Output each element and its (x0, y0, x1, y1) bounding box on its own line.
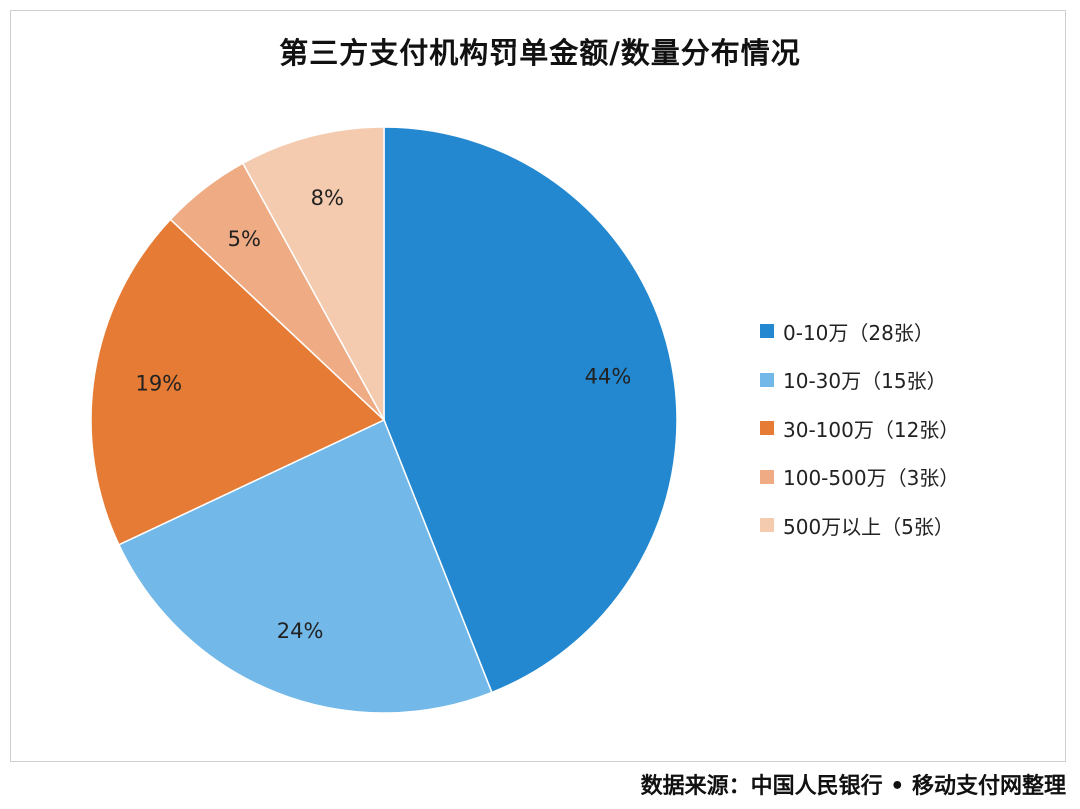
legend-item-5: 500万以上（5张） (760, 501, 959, 550)
legend-swatch (760, 421, 774, 436)
legend-label: 10-30万（15张） (783, 369, 947, 394)
legend-label: 0-10万（28张） (783, 320, 934, 345)
legend: 0-10万（28张） 10-30万（15张） 30-100万（12张） 100-500… (760, 307, 959, 550)
pie-slice-2 (117, 418, 493, 714)
legend-swatch (760, 518, 774, 533)
legend-label: 500万以上（5张） (783, 514, 954, 539)
legend-swatch (760, 469, 774, 484)
pie-slice-3 (90, 218, 386, 546)
slice-label-1: 44% (585, 364, 632, 388)
slice-label-4: 5% (228, 227, 261, 251)
legend-item-3: 30-100万（12张） (760, 404, 959, 453)
legend-label: 100-500万（3张） (783, 466, 960, 491)
source-note: 数据来源：中国人民银行 • 移动支付网整理 (640, 774, 1066, 799)
pie-slices (90, 126, 678, 714)
chart-title: 第三方支付机构罚单金额/数量分布情况 (279, 36, 801, 70)
pie-slice-1 (383, 126, 678, 694)
legend-item-4: 100-500万（3张） (760, 453, 959, 502)
legend-label: 30-100万（12张） (783, 417, 960, 442)
slice-label-5: 8% (311, 186, 344, 210)
legend-swatch (760, 372, 774, 387)
legend-swatch (760, 324, 774, 339)
slice-label-2: 24% (277, 619, 324, 643)
legend-item-1: 0-10万（28张） (760, 307, 959, 356)
pie-labels: 44% 24% 19% 5% 8% (135, 186, 631, 643)
pie-slice-5 (241, 126, 385, 421)
legend-item-2: 10-30万（15张） (760, 356, 959, 405)
slice-label-3: 19% (135, 371, 182, 395)
